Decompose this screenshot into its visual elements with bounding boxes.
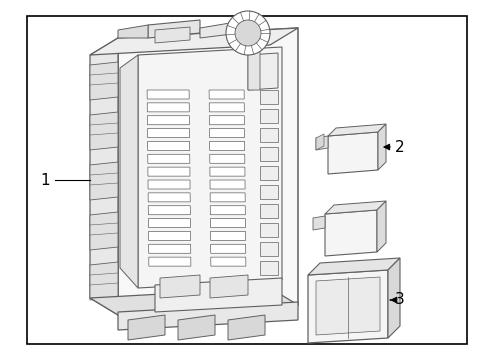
Polygon shape — [147, 129, 190, 138]
Polygon shape — [248, 50, 260, 90]
Polygon shape — [260, 90, 278, 104]
Polygon shape — [148, 154, 190, 163]
Polygon shape — [210, 180, 245, 189]
Polygon shape — [160, 275, 200, 298]
Polygon shape — [90, 38, 118, 315]
Polygon shape — [148, 167, 190, 176]
FancyBboxPatch shape — [27, 16, 467, 344]
Polygon shape — [148, 180, 190, 189]
Polygon shape — [90, 262, 118, 300]
Polygon shape — [248, 53, 278, 90]
Polygon shape — [210, 141, 245, 150]
Polygon shape — [210, 206, 245, 215]
Polygon shape — [148, 244, 191, 253]
Polygon shape — [260, 166, 278, 180]
Polygon shape — [148, 231, 191, 240]
Polygon shape — [260, 128, 278, 142]
Polygon shape — [325, 210, 377, 256]
Polygon shape — [90, 62, 118, 100]
Polygon shape — [316, 136, 328, 150]
Polygon shape — [90, 28, 298, 55]
Polygon shape — [211, 244, 245, 253]
Polygon shape — [90, 212, 118, 250]
Polygon shape — [120, 55, 138, 288]
Polygon shape — [90, 112, 118, 150]
Polygon shape — [147, 90, 189, 99]
Polygon shape — [90, 288, 298, 315]
Polygon shape — [128, 315, 165, 340]
Polygon shape — [378, 124, 386, 170]
Polygon shape — [260, 261, 278, 275]
Polygon shape — [209, 103, 245, 112]
Polygon shape — [210, 219, 245, 228]
Polygon shape — [138, 47, 282, 288]
Polygon shape — [211, 257, 246, 266]
Polygon shape — [210, 154, 245, 163]
Polygon shape — [211, 231, 245, 240]
Polygon shape — [388, 258, 400, 338]
Polygon shape — [118, 25, 148, 38]
Polygon shape — [147, 116, 190, 125]
Polygon shape — [149, 257, 191, 266]
Polygon shape — [209, 116, 245, 125]
Polygon shape — [178, 315, 215, 340]
Polygon shape — [118, 28, 298, 315]
Polygon shape — [118, 302, 298, 330]
Polygon shape — [260, 242, 278, 256]
Polygon shape — [147, 141, 190, 150]
Polygon shape — [313, 216, 325, 230]
Polygon shape — [210, 129, 245, 138]
Polygon shape — [377, 201, 386, 252]
Text: 3: 3 — [395, 292, 405, 307]
Text: 1: 1 — [40, 172, 50, 188]
Polygon shape — [200, 20, 248, 38]
Polygon shape — [148, 193, 190, 202]
Polygon shape — [147, 103, 189, 112]
Polygon shape — [155, 27, 190, 43]
Circle shape — [226, 11, 270, 55]
Polygon shape — [260, 223, 278, 237]
Polygon shape — [260, 109, 278, 123]
Polygon shape — [260, 147, 278, 161]
Text: 2: 2 — [395, 140, 405, 154]
Polygon shape — [325, 201, 386, 214]
Polygon shape — [308, 258, 400, 275]
Polygon shape — [308, 270, 388, 343]
Polygon shape — [316, 277, 380, 335]
Polygon shape — [148, 219, 191, 228]
Polygon shape — [260, 204, 278, 218]
Polygon shape — [155, 278, 282, 312]
Polygon shape — [228, 315, 265, 340]
Polygon shape — [328, 124, 386, 136]
Polygon shape — [210, 275, 248, 298]
Polygon shape — [209, 90, 244, 99]
Polygon shape — [210, 167, 245, 176]
Polygon shape — [328, 132, 378, 174]
Polygon shape — [210, 193, 245, 202]
Polygon shape — [316, 134, 324, 150]
Polygon shape — [148, 206, 190, 215]
Polygon shape — [148, 20, 200, 38]
Polygon shape — [90, 162, 118, 200]
Polygon shape — [260, 185, 278, 199]
Circle shape — [235, 20, 261, 46]
